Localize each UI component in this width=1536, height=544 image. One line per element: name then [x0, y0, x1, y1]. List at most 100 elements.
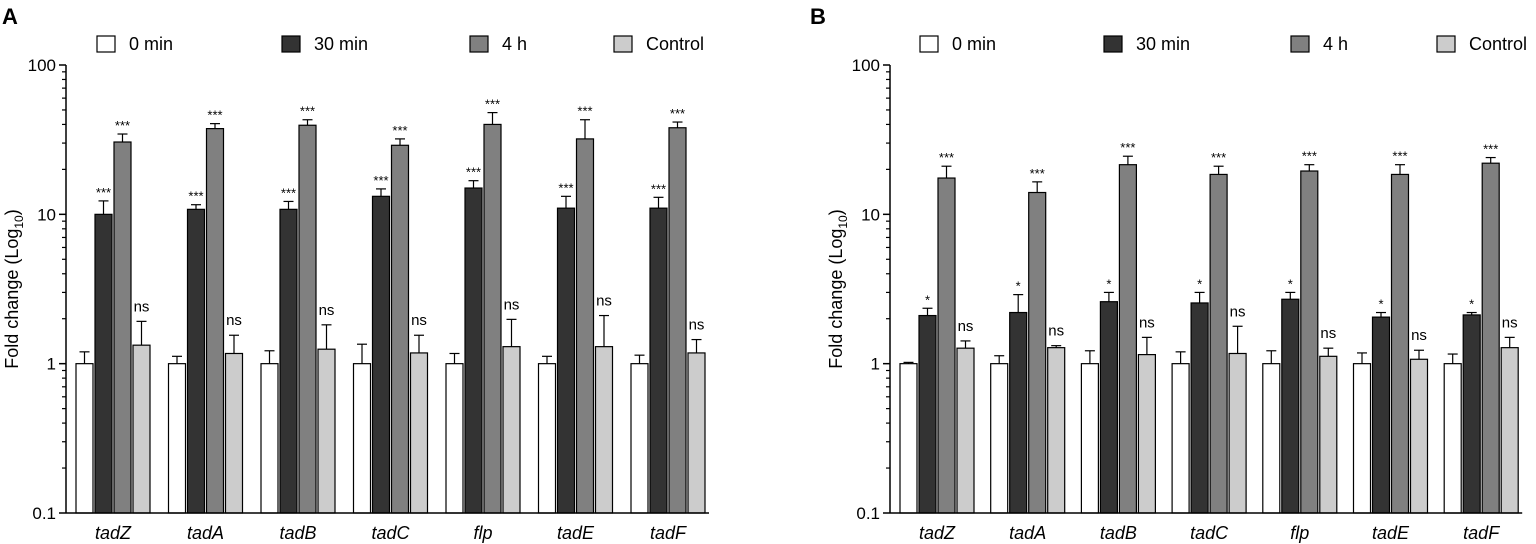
significance-label: ns [504, 296, 520, 313]
y-tick-label: 10 [37, 205, 56, 224]
bar-flp-1 [464, 187, 483, 514]
significance-label: ns [1230, 303, 1246, 320]
significance-label: * [1197, 276, 1202, 291]
significance-label: *** [115, 118, 130, 133]
bar-tadA-3 [224, 352, 244, 514]
significance-label: ns [411, 312, 427, 329]
legend-swatch-3 [1436, 35, 1456, 53]
significance-label: * [1106, 276, 1111, 291]
bar-tadF-3 [687, 352, 706, 514]
significance-label: ns [1320, 325, 1336, 342]
bar-tadB-0 [260, 363, 279, 514]
legend-swatch-1 [1103, 35, 1123, 53]
significance-label: ns [1048, 323, 1064, 340]
legend-swatch-2 [469, 35, 489, 53]
significance-label: *** [373, 173, 388, 188]
significance-label: *** [1483, 142, 1498, 157]
legend-label-1: 30 min [1136, 34, 1190, 54]
significance-label: * [1288, 276, 1293, 291]
significance-label: ns [226, 312, 242, 329]
bar-tadZ-2 [937, 177, 956, 514]
bar-tadB-3 [1137, 354, 1157, 514]
category-label: tadC [371, 523, 410, 543]
legend-label-0: 0 min [952, 34, 996, 54]
significance-label: ns [319, 302, 335, 319]
bar-tadE-0 [1352, 363, 1372, 514]
significance-label: ns [1139, 314, 1155, 331]
category-label: tadA [187, 523, 224, 543]
bar-tadA-1 [186, 208, 206, 514]
bar-tadE-2 [575, 138, 595, 514]
bar-tadF-3 [1500, 347, 1519, 514]
y-tick-label: 10 [861, 205, 880, 224]
category-label: tadF [1463, 523, 1500, 543]
bar-tadZ-3 [956, 347, 975, 514]
category-label: tadB [279, 523, 316, 543]
bar-tadZ-1 [94, 213, 113, 514]
category-label: tadE [1372, 523, 1410, 543]
significance-label: ns [1411, 327, 1427, 344]
y-axis-label: Fold change (Log10) [2, 209, 26, 368]
bar-tadC-2 [1209, 173, 1228, 514]
y-tick-label: 100 [28, 56, 56, 75]
bar-tadC-0 [352, 363, 372, 514]
bar-tadA-0 [167, 363, 187, 514]
bar-tadZ-0 [899, 363, 918, 514]
panel-letter: A [2, 4, 18, 29]
bar-tadZ-2 [113, 141, 132, 514]
bar-tadC-1 [371, 195, 391, 514]
y-axis-label-subscript: 10 [836, 215, 850, 229]
significance-label: *** [485, 97, 500, 112]
category-label: tadE [557, 523, 595, 543]
y-tick-label: 1 [47, 355, 56, 374]
y-axis-label-main: Fold change (Log [2, 229, 22, 369]
significance-label: *** [1211, 150, 1226, 165]
bar-tadA-3 [1047, 347, 1066, 514]
significance-label: *** [1030, 166, 1045, 181]
legend-swatch-3 [613, 35, 633, 53]
legend-swatch-2 [1290, 35, 1310, 53]
category-label: tadF [650, 523, 687, 543]
significance-label: ns [1502, 314, 1518, 331]
significance-label: *** [392, 123, 407, 138]
significance-label: *** [939, 150, 954, 165]
y-tick-label: 0.1 [856, 504, 880, 523]
bar-tadE-3 [1409, 358, 1429, 514]
bar-tadF-2 [1481, 162, 1500, 514]
bar-tadC-1 [1190, 302, 1209, 514]
legend-swatch-1 [281, 35, 301, 53]
significance-label: *** [207, 108, 222, 123]
significance-label: ns [958, 318, 974, 335]
significance-label: *** [188, 189, 203, 204]
category-label: tadZ [919, 523, 956, 543]
significance-label: *** [558, 180, 573, 195]
significance-label: ns [596, 293, 612, 310]
bar-flp-3 [1319, 355, 1338, 514]
bar-tadA-0 [990, 363, 1009, 514]
significance-label: *** [466, 165, 481, 180]
bar-tadB-3 [317, 348, 336, 514]
y-axis-label-main: Fold change (Log [826, 229, 846, 369]
bar-tadF-1 [649, 207, 668, 514]
bar-tadE-2 [1390, 173, 1410, 514]
legend-swatch-0 [919, 35, 939, 53]
significance-label: ns [689, 317, 705, 334]
legend-label-1: 30 min [314, 34, 368, 54]
category-label: flp [1290, 523, 1309, 543]
bar-flp-3 [502, 346, 521, 514]
bar-flp-2 [483, 123, 502, 514]
bar-tadF-0 [630, 363, 649, 514]
significance-label: *** [577, 104, 592, 119]
significance-label: * [1016, 279, 1021, 294]
y-tick-label: 1 [871, 355, 880, 374]
category-label: tadZ [95, 523, 132, 543]
bar-tadE-3 [594, 346, 614, 514]
significance-label: * [1469, 297, 1474, 312]
significance-label: *** [670, 106, 685, 121]
y-axis-label: Fold change (Log10) [826, 209, 850, 368]
bar-tadB-2 [298, 124, 317, 514]
bar-tadF-0 [1443, 363, 1462, 514]
bar-flp-2 [1300, 170, 1319, 514]
bar-tadC-3 [409, 352, 429, 514]
bar-tadF-2 [668, 127, 687, 514]
